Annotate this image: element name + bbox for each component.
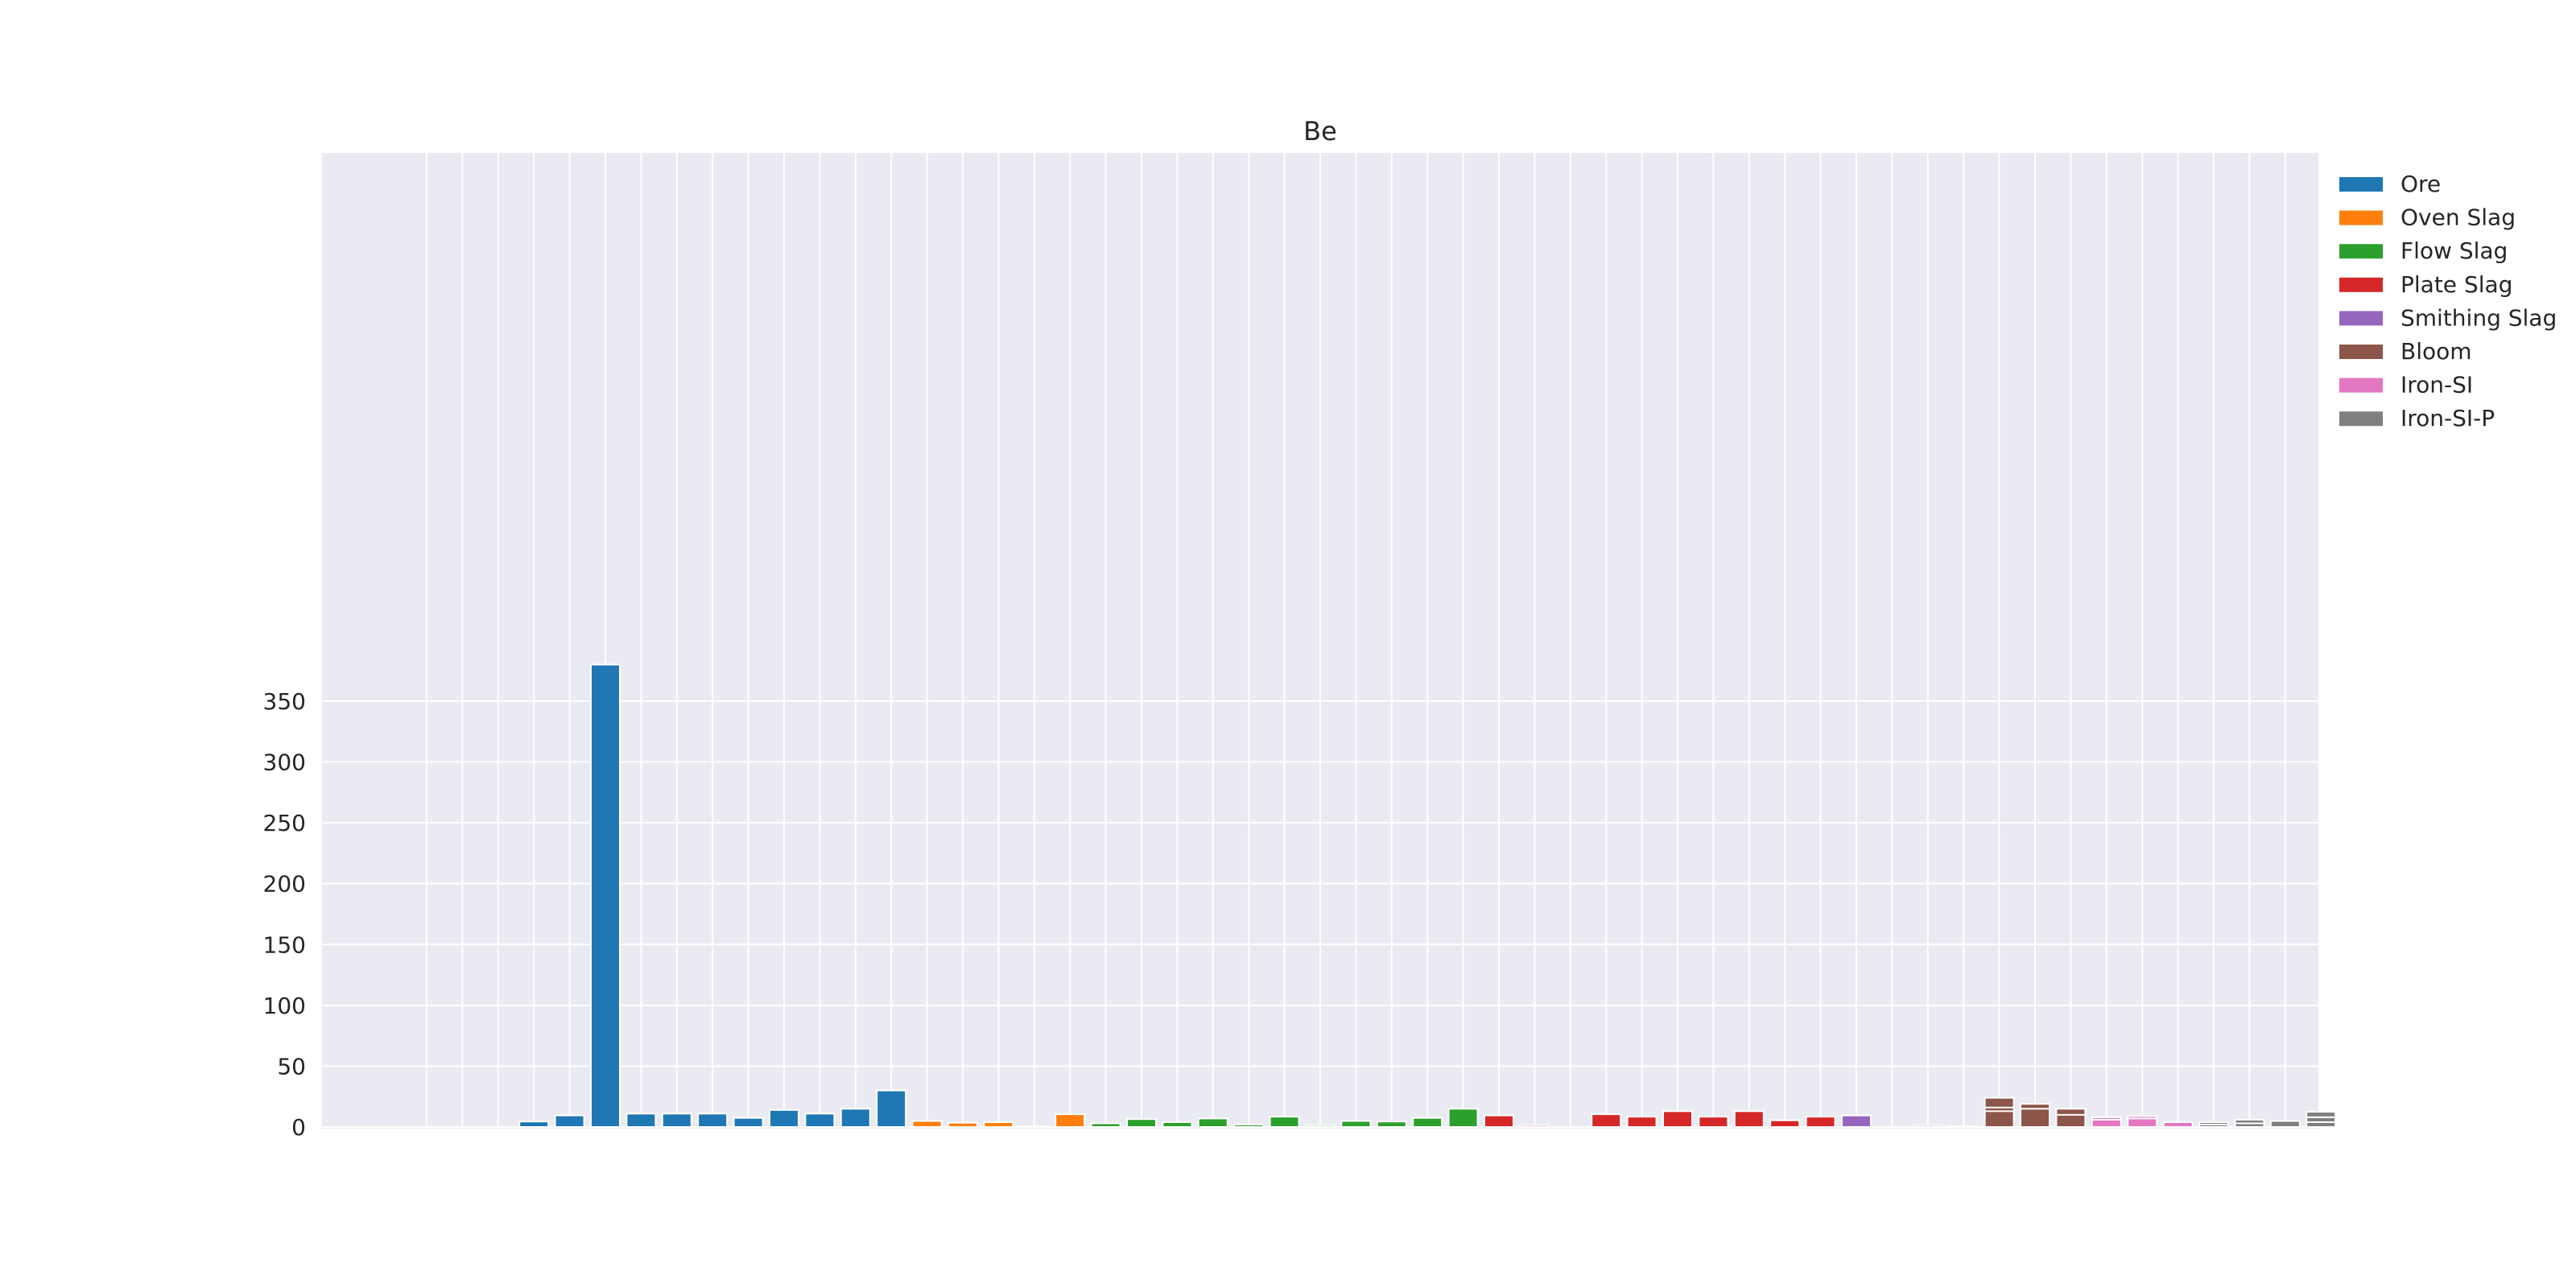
bar xyxy=(554,1114,585,1128)
bar xyxy=(1126,1118,1157,1128)
y-tick-label: 150 xyxy=(263,931,306,958)
bar xyxy=(1733,1110,1765,1129)
legend-swatch xyxy=(2339,277,2383,292)
y-tick-label: 200 xyxy=(263,871,306,898)
bar xyxy=(1698,1116,1729,1128)
bar xyxy=(1055,1113,1086,1128)
bar xyxy=(1018,1125,1050,1128)
bar xyxy=(1912,1124,1943,1128)
bar xyxy=(733,1117,764,1128)
bar xyxy=(2198,1123,2229,1129)
grid-lines xyxy=(322,153,2318,1129)
bar xyxy=(2162,1121,2194,1129)
bar xyxy=(1412,1117,1443,1128)
legend-swatch xyxy=(2339,311,2383,326)
legend-label: Flow Slag xyxy=(2401,237,2508,264)
bar xyxy=(1376,1121,1407,1128)
y-tick-label: 350 xyxy=(263,688,306,715)
bar xyxy=(2269,1120,2301,1129)
bar xyxy=(2306,1121,2337,1129)
legend-swatch xyxy=(2339,378,2383,393)
bar xyxy=(1841,1114,1872,1128)
bar xyxy=(1805,1116,1836,1128)
bar xyxy=(1340,1120,1372,1129)
bar xyxy=(1197,1117,1228,1129)
bar xyxy=(1090,1122,1121,1129)
bar xyxy=(876,1089,907,1128)
legend-label: Plate Slag xyxy=(2401,271,2512,298)
bar xyxy=(1447,1108,1479,1129)
bar xyxy=(2020,1108,2050,1129)
bar xyxy=(590,663,621,1128)
bar xyxy=(697,1113,729,1129)
bar xyxy=(2234,1122,2265,1129)
legend-label: Oven Slag xyxy=(2401,204,2516,231)
y-tick-labels: 0 50 100 150 200 250 300 350 xyxy=(263,688,306,1141)
bar xyxy=(1662,1110,1693,1129)
bar xyxy=(804,1113,836,1129)
bar xyxy=(2127,1117,2158,1129)
bar xyxy=(1162,1121,1193,1129)
legend-swatch xyxy=(2339,345,2383,359)
bar xyxy=(1948,1125,1979,1128)
bar xyxy=(661,1113,692,1129)
bar xyxy=(911,1120,943,1129)
legend-label: Bloom xyxy=(2401,338,2472,365)
bar xyxy=(1484,1114,1514,1128)
y-tick-label: 50 xyxy=(277,1053,306,1080)
bar xyxy=(1305,1124,1335,1128)
legend-label: Smithing Slag xyxy=(2401,304,2557,331)
legend-swatch xyxy=(2339,210,2383,225)
bar xyxy=(947,1121,978,1128)
y-tick-label: 0 xyxy=(291,1114,306,1141)
bar xyxy=(518,1121,550,1128)
legend-swatch xyxy=(2339,244,2383,259)
legend-label: Iron-SI xyxy=(2401,372,2473,398)
bar xyxy=(1626,1116,1657,1128)
chart-title: Be xyxy=(1303,116,1337,147)
bars xyxy=(518,663,2337,1129)
bar xyxy=(2091,1118,2122,1129)
bar xyxy=(1269,1116,1300,1128)
legend-swatch xyxy=(2339,177,2383,192)
y-tick-label: 300 xyxy=(263,749,306,776)
y-tick-label: 250 xyxy=(263,810,306,836)
bar xyxy=(1984,1110,2015,1129)
legend: Ore Oven Slag Flow Slag Plate Slag Smithing … xyxy=(2339,171,2557,431)
bar xyxy=(2055,1113,2087,1129)
bar xyxy=(840,1108,871,1129)
bar xyxy=(1233,1123,1265,1129)
bar xyxy=(769,1108,799,1129)
legend-swatch xyxy=(2339,411,2383,427)
bar xyxy=(983,1121,1014,1129)
legend-label: Ore xyxy=(2401,171,2441,197)
bar xyxy=(1769,1119,1801,1128)
legend-label: Iron-SI-P xyxy=(2401,405,2495,431)
bar xyxy=(625,1113,657,1129)
bar xyxy=(1591,1113,1622,1128)
y-tick-label: 100 xyxy=(263,993,306,1019)
bar xyxy=(1519,1124,1550,1128)
